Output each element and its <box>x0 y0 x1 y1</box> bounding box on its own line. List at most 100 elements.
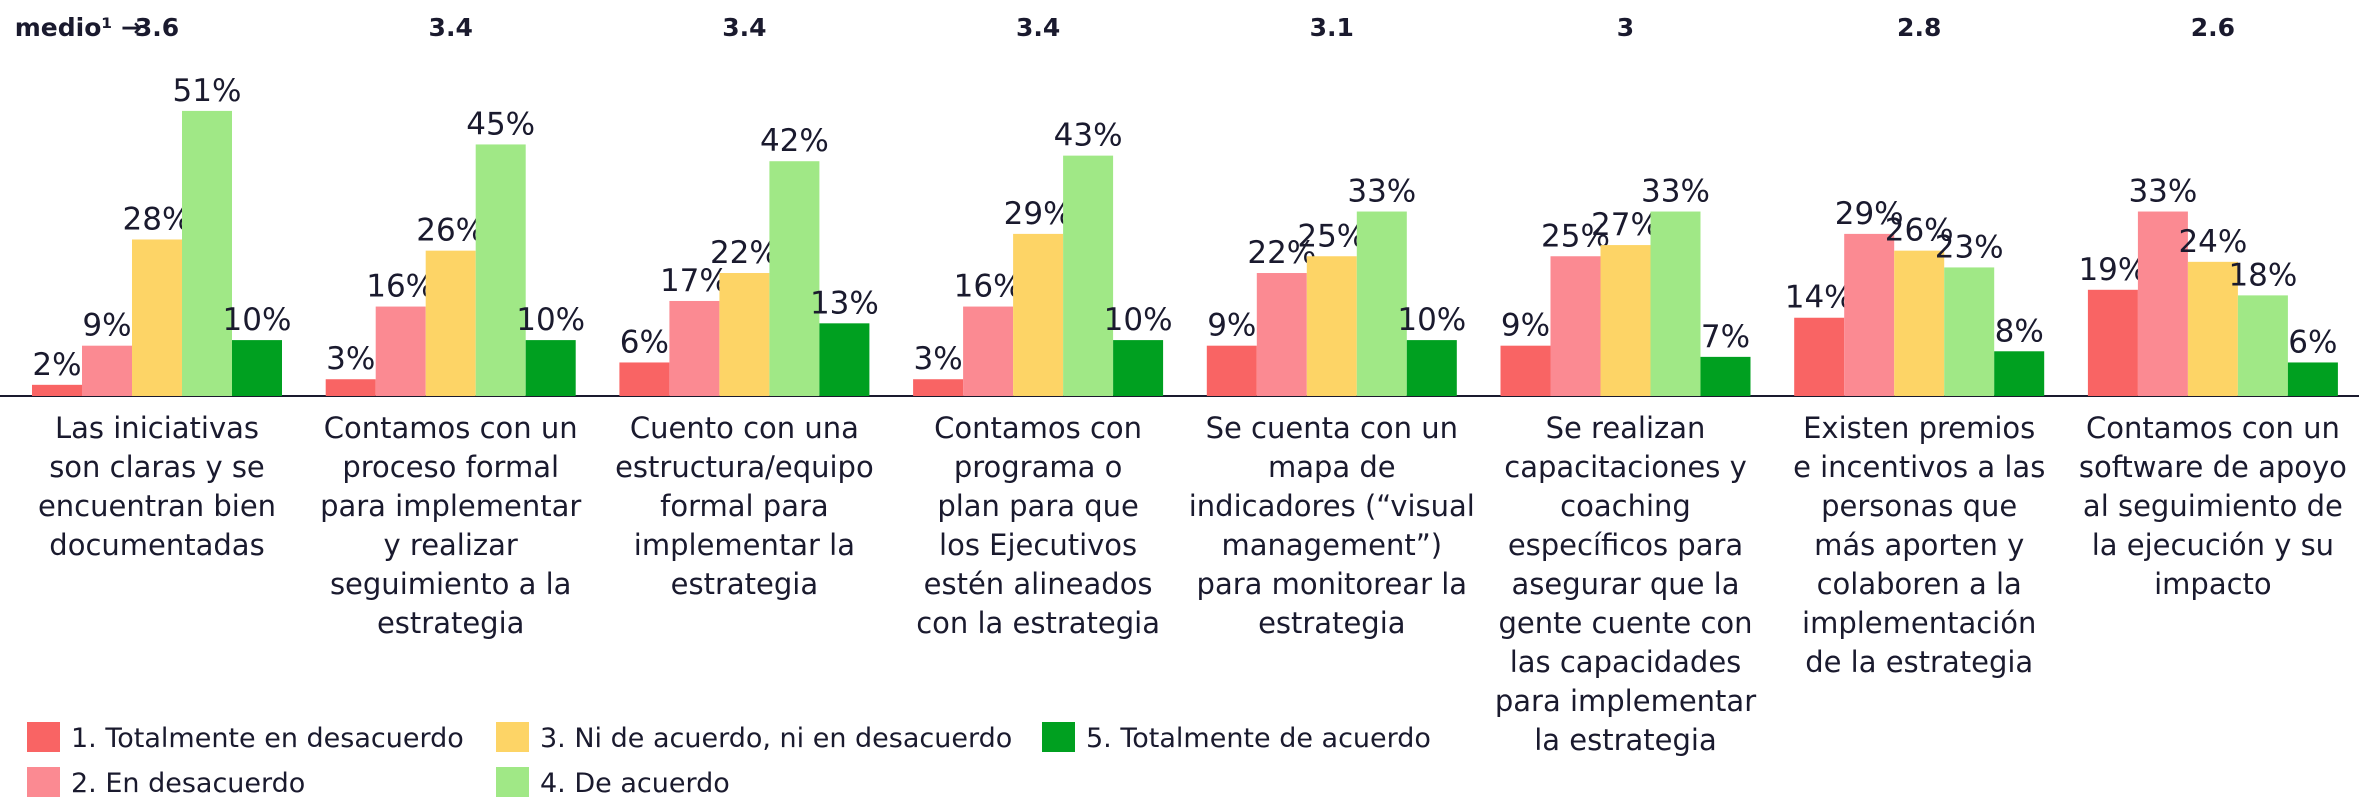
legend-label: 4. De acuerdo <box>540 768 730 797</box>
value-label: 3% <box>914 341 963 377</box>
bar <box>1206 345 1257 396</box>
category-label: estrategia <box>377 606 524 640</box>
average-value: 3.6 <box>135 13 179 42</box>
value-label: 42% <box>760 123 829 159</box>
category-label: implementación <box>1802 606 2036 640</box>
bar <box>232 340 282 396</box>
legend-swatch <box>496 767 529 797</box>
value-label: 7% <box>1701 319 1750 355</box>
bar <box>619 362 670 396</box>
category-label: documentadas <box>49 528 264 562</box>
legend-swatch <box>1042 722 1075 752</box>
value-label: 33% <box>1347 174 1416 210</box>
value-label: 9% <box>82 308 131 344</box>
value-label: 29% <box>1835 196 1904 232</box>
category-label: al seguimiento de <box>2083 489 2343 523</box>
value-label: 25% <box>1297 218 1366 254</box>
value-label: 16% <box>366 269 435 305</box>
bar <box>425 250 476 396</box>
value-label: 51% <box>173 73 242 109</box>
category-label: seguimiento a la <box>330 567 571 601</box>
value-label: 23% <box>1935 229 2004 265</box>
category-label: colaboren a la <box>1817 567 2022 601</box>
bar <box>1944 267 1995 396</box>
bar <box>1794 317 1845 396</box>
category-label: la estrategia <box>1534 723 1717 757</box>
category-label: software de apoyo <box>2079 450 2347 484</box>
bar <box>2237 295 2288 396</box>
value-label: 2% <box>32 347 81 383</box>
category-label: coaching <box>1560 489 1691 523</box>
value-label: 24% <box>2178 224 2247 260</box>
category-label: encuentran bien <box>38 489 276 523</box>
category-label: para implementar <box>1495 684 1756 718</box>
bar <box>1600 245 1651 396</box>
category-label: con la estrategia <box>916 606 1160 640</box>
value-label: 3% <box>326 341 375 377</box>
value-label: 9% <box>1501 308 1550 344</box>
legend-swatch <box>27 767 60 797</box>
value-label: 22% <box>710 235 779 271</box>
legend-label: 2. En desacuerdo <box>71 768 305 797</box>
bar <box>669 300 720 396</box>
category-label: proceso formal <box>342 450 559 484</box>
legend-label: 5. Totalmente de acuerdo <box>1086 723 1431 754</box>
bar <box>963 306 1014 396</box>
value-label: 26% <box>1885 213 1954 249</box>
bar <box>1356 211 1407 396</box>
value-label: 27% <box>1591 207 1660 243</box>
bar <box>475 144 526 396</box>
bar <box>819 323 870 396</box>
average-value: 3 <box>1617 13 1634 42</box>
category-label: estructura/equipo <box>615 450 874 484</box>
category-label: capacitaciones y <box>1504 450 1747 484</box>
legend-swatch <box>496 722 529 752</box>
bar <box>132 239 182 396</box>
value-label: 14% <box>1785 280 1854 316</box>
legend-swatch <box>27 722 60 752</box>
average-value: 3.4 <box>722 13 766 42</box>
bar <box>1013 233 1064 396</box>
value-label: 25% <box>1541 218 1610 254</box>
category-label: Contamos con un <box>324 411 578 445</box>
average-value: 2.6 <box>2191 13 2235 42</box>
value-label: 6% <box>2288 324 2337 360</box>
category-label: estrategia <box>1258 606 1405 640</box>
value-label: 19% <box>2078 252 2147 288</box>
value-label: 26% <box>416 213 485 249</box>
value-label: 33% <box>1641 174 1710 210</box>
value-label: 28% <box>123 201 192 237</box>
bar <box>1406 340 1457 396</box>
category-label: Se realizan <box>1546 411 1706 445</box>
value-label: 43% <box>1054 118 1123 154</box>
category-label: son claras y se <box>49 450 265 484</box>
value-label: 10% <box>1104 302 1173 338</box>
value-label: 8% <box>1995 313 2044 349</box>
category-label: programa o <box>954 450 1123 484</box>
bar <box>375 306 426 396</box>
bar <box>1650 211 1701 396</box>
category-label: asegurar que la <box>1511 567 1739 601</box>
bar <box>82 345 132 396</box>
category-label: formal para <box>660 489 829 523</box>
value-label: 18% <box>2228 257 2297 293</box>
bar <box>1700 356 1751 396</box>
category-label: indicadores (“visual <box>1189 489 1475 523</box>
bar <box>769 161 820 396</box>
bar <box>1306 256 1357 396</box>
value-label: 10% <box>223 302 292 338</box>
category-label: plan para que <box>937 489 1139 523</box>
bar <box>1063 155 1114 396</box>
value-label: 13% <box>810 285 879 321</box>
category-label: management”) <box>1221 528 1442 562</box>
value-label: 6% <box>620 324 669 360</box>
bar <box>182 110 232 396</box>
category-label: para implementar <box>320 489 581 523</box>
category-label: de la estrategia <box>1805 645 2033 679</box>
category-label: personas que <box>1821 489 2017 523</box>
bar <box>1894 250 1945 396</box>
value-label: 10% <box>516 302 585 338</box>
category-label: gente cuente con <box>1498 606 1752 640</box>
bar <box>1994 351 2045 396</box>
